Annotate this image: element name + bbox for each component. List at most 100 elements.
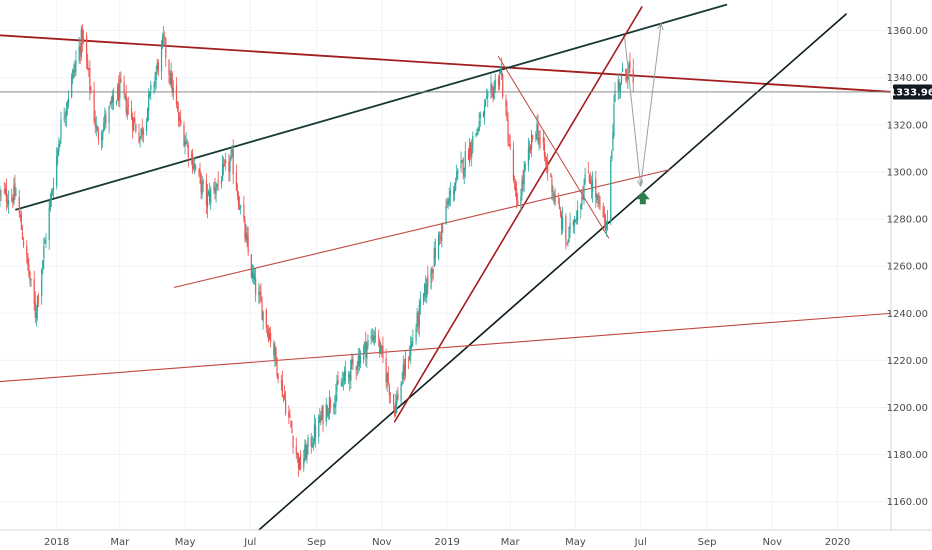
candle-body bbox=[342, 379, 344, 381]
price-axis[interactable]: 1160.00 1180.00 1200.00 1220.00 1240.00 1260.… bbox=[887, 0, 928, 530]
candle-body bbox=[26, 245, 28, 255]
candle-body bbox=[191, 153, 194, 170]
candle-body bbox=[402, 365, 404, 380]
candle-body bbox=[157, 62, 159, 72]
candle-body bbox=[335, 394, 337, 407]
candle-body bbox=[448, 197, 450, 204]
up-arrow-icon[interactable] bbox=[635, 191, 650, 205]
candle-body bbox=[261, 301, 263, 320]
candle-body bbox=[487, 92, 489, 97]
candle-body bbox=[486, 96, 488, 99]
forecast-arrow[interactable] bbox=[624, 37, 641, 186]
candle-body bbox=[485, 100, 487, 106]
candle-body bbox=[472, 135, 474, 149]
candle-body bbox=[516, 188, 518, 201]
candle-body bbox=[627, 75, 629, 81]
candle-body bbox=[50, 191, 52, 200]
candle-body bbox=[572, 221, 574, 226]
candle-body bbox=[169, 77, 171, 83]
trendline[interactable] bbox=[393, 6, 643, 423]
candle-body bbox=[97, 131, 100, 140]
candle-body bbox=[310, 436, 312, 447]
candle-body bbox=[183, 125, 185, 147]
candle-body bbox=[140, 128, 142, 138]
candle-body bbox=[380, 344, 382, 354]
candle-body bbox=[288, 412, 290, 417]
y-tick-label: 1280.00 bbox=[887, 215, 928, 226]
candle-body bbox=[120, 78, 122, 82]
candle-body bbox=[501, 68, 503, 77]
candle-body bbox=[127, 105, 129, 107]
candle-body bbox=[224, 162, 226, 164]
candle-body bbox=[260, 292, 262, 302]
candle-body bbox=[334, 404, 336, 408]
trendline[interactable] bbox=[0, 34, 892, 93]
y-tick-label: 1360.00 bbox=[887, 26, 928, 37]
candle-body bbox=[119, 79, 121, 99]
candle-body bbox=[236, 189, 239, 196]
x-tick-label: 2018 bbox=[44, 537, 69, 548]
candle-body bbox=[479, 113, 481, 119]
candle-body bbox=[124, 93, 126, 95]
candle-body bbox=[178, 112, 180, 122]
candle-body bbox=[476, 129, 478, 135]
candle-body bbox=[104, 114, 106, 124]
candle-body bbox=[163, 35, 165, 37]
candle-body bbox=[205, 180, 208, 205]
candle-body bbox=[535, 133, 537, 140]
candle-body bbox=[595, 178, 597, 198]
candle-body bbox=[289, 414, 291, 419]
time-axis-background bbox=[0, 530, 932, 550]
candle-body bbox=[155, 71, 157, 80]
x-tick-label: 2020 bbox=[825, 537, 850, 548]
candle-body bbox=[550, 173, 552, 178]
candle-body bbox=[610, 160, 612, 223]
y-tick-label: 1160.00 bbox=[887, 497, 928, 508]
candle-body bbox=[321, 407, 323, 419]
candle-body bbox=[603, 214, 605, 217]
x-tick-label: Jul bbox=[634, 537, 647, 548]
candle-body bbox=[492, 87, 494, 98]
trendline[interactable] bbox=[0, 312, 892, 383]
candle-body bbox=[270, 332, 272, 343]
candle-body bbox=[357, 355, 359, 367]
candle-body bbox=[126, 108, 128, 116]
candle-body bbox=[327, 412, 329, 416]
candle-body bbox=[89, 68, 91, 91]
candle-body bbox=[72, 69, 74, 79]
candle-body bbox=[543, 143, 546, 157]
candle-body bbox=[491, 85, 493, 88]
candle-body bbox=[445, 205, 447, 225]
y-tick-label: 1220.00 bbox=[887, 356, 928, 367]
candle-body bbox=[176, 107, 179, 110]
candle-body bbox=[186, 142, 188, 144]
candle-body bbox=[52, 187, 55, 191]
time-axis[interactable]: 2018 Mar May Jul Sep Nov 2019 Mar May Jul Sep Nov 20… bbox=[0, 529, 932, 548]
candle-body bbox=[617, 79, 619, 91]
candle-body bbox=[33, 279, 35, 304]
trendline[interactable] bbox=[173, 169, 671, 288]
candle-body bbox=[229, 160, 231, 173]
candle-body bbox=[164, 37, 166, 39]
trendline[interactable] bbox=[258, 13, 847, 531]
candle-body bbox=[27, 253, 29, 266]
candle-body bbox=[130, 108, 133, 120]
candle-body bbox=[416, 312, 418, 328]
candle-body bbox=[153, 85, 155, 88]
candle-body bbox=[41, 270, 43, 297]
candle-body bbox=[4, 189, 6, 193]
candle-body bbox=[344, 370, 347, 376]
current-price-tag-bg bbox=[893, 84, 932, 100]
y-tick-label: 1200.00 bbox=[887, 403, 928, 414]
candle-body bbox=[562, 216, 564, 231]
candle-body bbox=[296, 452, 298, 455]
candle-body bbox=[111, 95, 113, 103]
trendline[interactable] bbox=[15, 3, 728, 211]
candle-body bbox=[28, 265, 30, 276]
trendline[interactable] bbox=[497, 56, 610, 239]
candle-body bbox=[35, 312, 37, 318]
forecast-arrow[interactable] bbox=[640, 24, 661, 187]
candle-body bbox=[22, 241, 25, 246]
candle-body bbox=[348, 375, 350, 378]
